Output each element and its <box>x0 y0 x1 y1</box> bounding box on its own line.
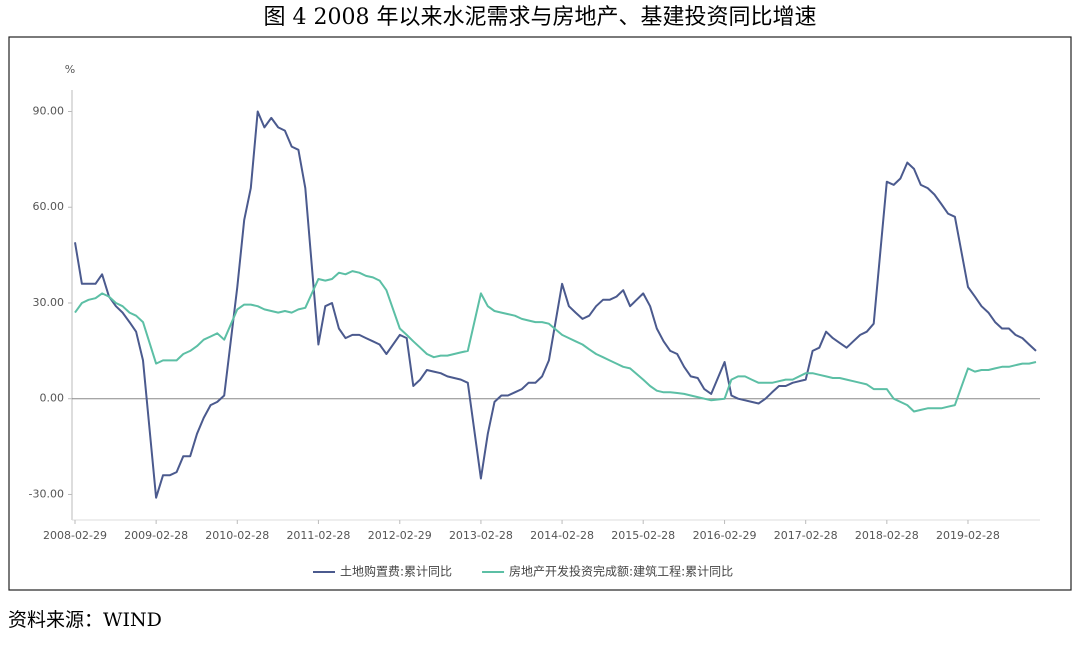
x-tick-label: 2010-02-28 <box>205 529 269 542</box>
y-tick-label: 90.00 <box>33 104 65 117</box>
x-tick-label: 2015-02-28 <box>611 529 675 542</box>
y-tick-label: -30.00 <box>29 487 64 500</box>
x-tick-label: 2016-02-29 <box>693 529 757 542</box>
legend-label: 土地购置费:累计同比 <box>340 564 452 579</box>
x-tick-label: 2018-02-28 <box>855 529 919 542</box>
x-tick-label: 2013-02-28 <box>449 529 513 542</box>
source: 资料来源：WIND <box>8 609 162 631</box>
y-tick-label: 0.00 <box>40 392 65 405</box>
x-tick-label: 2011-02-28 <box>286 529 350 542</box>
y-tick-label: 60.00 <box>33 200 65 213</box>
x-tick-label: 2012-02-29 <box>368 529 432 542</box>
x-tick-label: 2008-02-29 <box>43 529 107 542</box>
legend-label: 房地产开发投资完成额:建筑工程:累计同比 <box>509 564 733 579</box>
x-tick-label: 2009-02-28 <box>124 529 188 542</box>
series-line <box>74 110 1037 499</box>
y-axis-label: % <box>65 63 75 76</box>
x-tick-label: 2017-02-28 <box>774 529 838 542</box>
chart-title: 图 4 2008 年以来水泥需求与房地产、基建投资同比增速 <box>264 5 817 30</box>
series-line <box>74 270 1037 413</box>
x-tick-label: 2019-02-28 <box>936 529 1000 542</box>
chart-frame <box>8 36 1072 591</box>
x-tick-label: 2014-02-28 <box>530 529 594 542</box>
y-tick-label: 30.00 <box>33 296 65 309</box>
